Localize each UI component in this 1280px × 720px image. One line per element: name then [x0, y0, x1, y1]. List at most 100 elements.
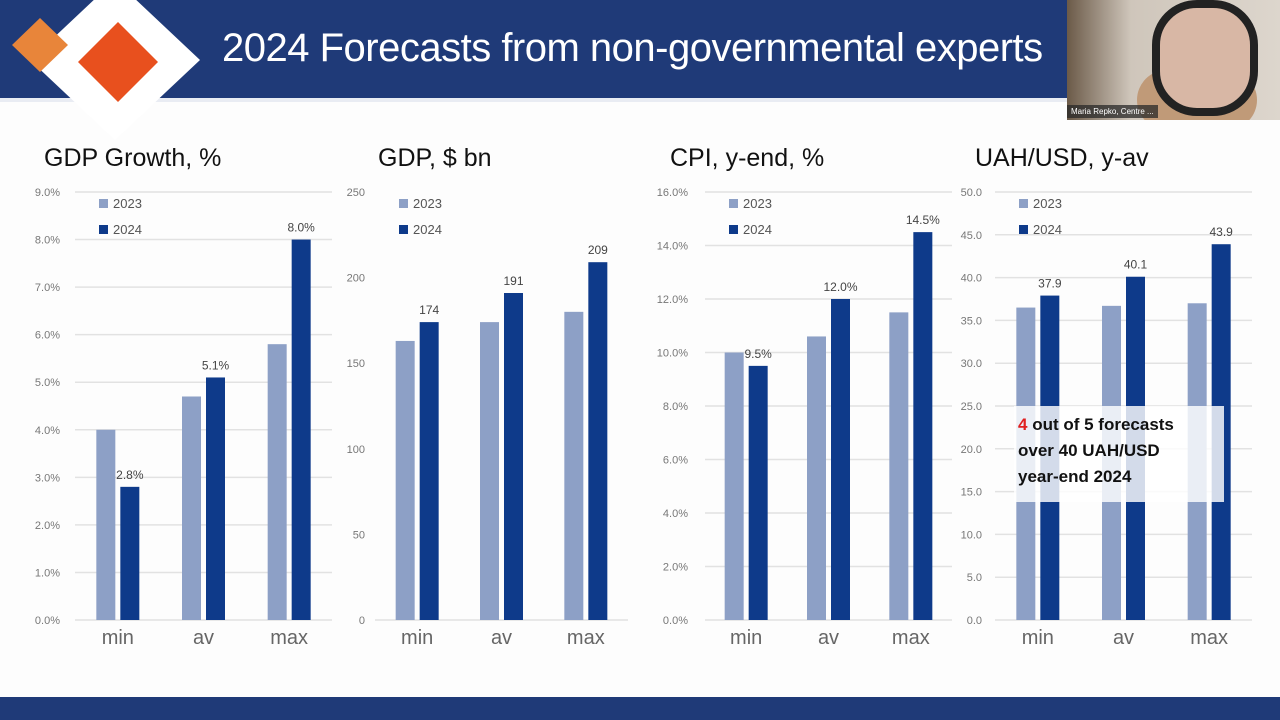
annotation-line-3: year-end 2024 [1018, 467, 1132, 486]
bar-2023-max [267, 344, 287, 620]
legend-label: 2023 [413, 196, 442, 211]
x-tick-label: max [892, 627, 930, 649]
data-label: 5.1% [202, 358, 230, 372]
x-tick-label: min [730, 627, 762, 649]
y-tick-label: 14.0% [657, 241, 688, 253]
data-label: 174 [419, 303, 439, 317]
legend-label: 2023 [743, 196, 772, 211]
bar-2024-max [588, 262, 608, 620]
logo [12, 0, 200, 140]
legend-label: 2024 [113, 222, 142, 237]
slide-header [0, 0, 1280, 102]
bar-2024-av [504, 293, 523, 620]
bar-2023-max [889, 312, 909, 620]
y-tick-label: 100 [347, 444, 365, 456]
bar-2024-max [291, 239, 311, 621]
bar-2023-min [96, 429, 116, 620]
x-tick-label: min [102, 627, 134, 649]
video-person-head [1152, 0, 1258, 116]
annotation-highlight: 4 [1018, 415, 1028, 434]
x-tick-label: av [491, 627, 512, 649]
data-label: 8.0% [287, 221, 315, 235]
annotation-line-1: out of 5 forecasts [1027, 415, 1174, 434]
legend-swatch-2023 [1019, 199, 1028, 208]
data-label: 191 [503, 274, 523, 288]
y-tick-label: 30.0 [961, 358, 982, 370]
y-tick-label: 45.0 [961, 230, 982, 242]
legend-swatch-2024 [99, 225, 108, 234]
bar-2023-av [807, 336, 826, 620]
participant-name: Maria Repko, Centre ... [1067, 105, 1158, 118]
slide-footer [0, 697, 1280, 720]
x-tick-label: av [1113, 627, 1134, 649]
data-label: 12.0% [823, 280, 857, 294]
y-tick-label: 15.0 [961, 487, 982, 499]
data-label: 14.5% [906, 213, 940, 227]
legend-label: 2024 [413, 222, 442, 237]
y-tick-label: 25.0 [961, 401, 982, 413]
legend-swatch-2024 [399, 225, 408, 234]
legend-label: 2023 [113, 196, 142, 211]
bar-2024-min [419, 322, 439, 620]
y-tick-label: 16.0% [657, 187, 688, 199]
y-tick-label: 10.0% [657, 348, 688, 360]
data-label: 40.1 [1124, 258, 1148, 272]
participant-video[interactable]: Maria Repko, Centre ... [1067, 0, 1280, 120]
y-tick-label: 12.0% [657, 294, 688, 306]
y-tick-label: 9.0% [35, 187, 60, 199]
y-tick-label: 40.0 [961, 273, 982, 285]
annotation-box: 4 out of 5 forecasts over 40 UAH/USD year-… [1014, 406, 1224, 502]
x-tick-label: min [1022, 627, 1054, 649]
legend-swatch-2023 [729, 199, 738, 208]
y-tick-label: 8.0% [663, 401, 688, 413]
y-tick-label: 35.0 [961, 315, 982, 327]
slide-title: 2024 Forecasts from non-governmental exp… [222, 26, 1043, 70]
data-label: 209 [588, 243, 608, 257]
y-tick-label: 3.0% [35, 472, 60, 484]
y-tick-label: 50.0 [961, 187, 982, 199]
bar-2024-av [206, 377, 225, 620]
y-tick-label: 4.0% [35, 425, 60, 437]
x-tick-label: av [818, 627, 839, 649]
bar-2023-min [724, 352, 744, 620]
chart-title-gdp-growth: GDP Growth, % [44, 144, 222, 172]
y-tick-label: 200 [347, 273, 365, 285]
y-tick-label: 2.0% [35, 520, 60, 532]
y-tick-label: 10.0 [961, 529, 982, 541]
y-tick-label: 0 [359, 615, 365, 627]
legend-label: 2024 [1033, 222, 1062, 237]
bar-2024-min [120, 486, 140, 620]
chart-title-cpi: CPI, y-end, % [670, 144, 825, 172]
x-tick-label: max [567, 627, 605, 649]
y-tick-label: 1.0% [35, 567, 60, 579]
y-tick-label: 250 [347, 187, 365, 199]
chart-title-gdp: GDP, $ bn [378, 144, 492, 172]
y-tick-label: 0.0 [967, 615, 982, 627]
y-tick-label: 0.0% [663, 615, 688, 627]
data-label: 37.9 [1038, 277, 1062, 291]
y-tick-label: 5.0% [35, 377, 60, 389]
data-label: 9.5% [744, 347, 772, 361]
y-tick-label: 5.0 [967, 572, 982, 584]
data-label: 2.8% [116, 468, 144, 482]
legend-swatch-2023 [99, 199, 108, 208]
y-tick-label: 50 [353, 529, 365, 541]
legend-label: 2024 [743, 222, 772, 237]
bar-2023-av [182, 396, 201, 620]
annotation-line-2: over 40 UAH/USD [1018, 441, 1160, 460]
y-tick-label: 6.0% [663, 455, 688, 467]
x-tick-label: av [193, 627, 214, 649]
bar-2023-min [395, 340, 415, 620]
bar-2024-min [748, 365, 768, 620]
y-tick-label: 150 [347, 358, 365, 370]
x-tick-label: max [270, 627, 308, 649]
chart-title-uah-usd: UAH/USD, y-av [975, 144, 1149, 172]
y-tick-label: 8.0% [35, 235, 60, 247]
y-tick-label: 20.0 [961, 444, 982, 456]
y-tick-label: 4.0% [663, 508, 688, 520]
y-tick-label: 2.0% [663, 562, 688, 574]
bar-2023-av [480, 322, 499, 620]
data-label: 43.9 [1209, 225, 1233, 239]
legend-label: 2023 [1033, 196, 1062, 211]
